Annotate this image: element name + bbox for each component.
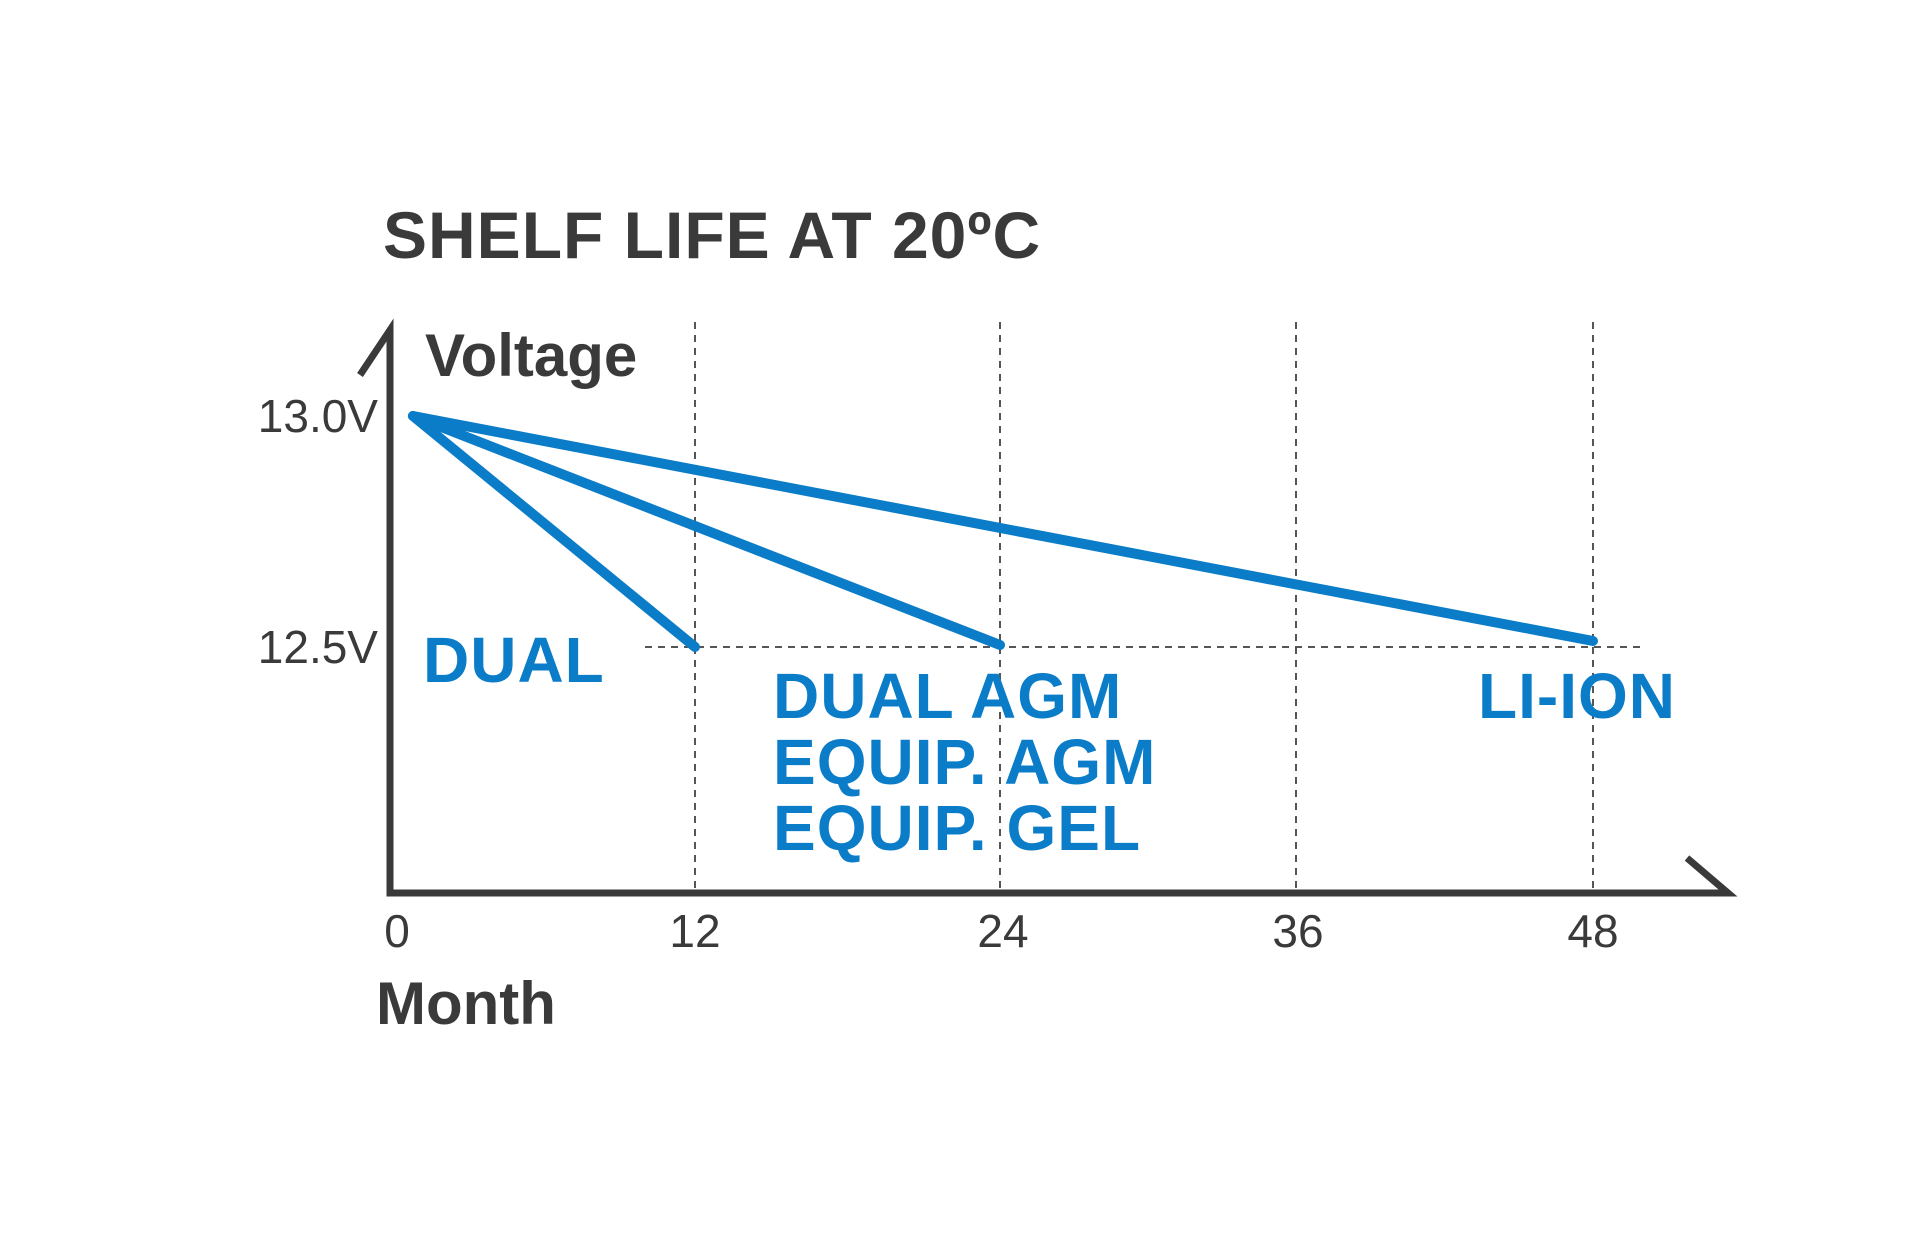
axes-line [357,318,1738,897]
y-tick-label-12.5V: 12.5V [258,621,379,673]
chart-title: SHELF LIFE AT 20ºC [383,198,1041,272]
series-line-3 [408,411,1598,646]
x-tick-label-36: 36 [1272,905,1323,957]
x-tick-label-12: 12 [669,905,720,957]
series-label-1-line-1: DUAL [423,624,605,696]
series-label-2-line-1: DUAL AGM [773,660,1122,732]
grid-layer [645,322,1645,890]
series-label-2-line-2: EQUIP. AGM [773,726,1156,798]
x-axis-label: Month [376,970,556,1037]
series-lines [408,411,1598,652]
series-label-3-line-1: LI-ION [1478,660,1676,732]
series-line-2 [408,411,1005,650]
x-tick-label-24: 24 [977,905,1028,957]
y-axis-label: Voltage [425,322,637,389]
series-label-2-line-3: EQUIP. GEL [773,792,1141,864]
x-tick-label-0: 0 [384,905,410,957]
axes [357,318,1738,897]
y-tick-label-13.0V: 13.0V [258,390,379,442]
series-line-1 [408,411,700,652]
tick-labels: 0 12 24 36 48 13.0V 12.5V [258,390,1619,957]
x-tick-label-48: 48 [1567,905,1618,957]
